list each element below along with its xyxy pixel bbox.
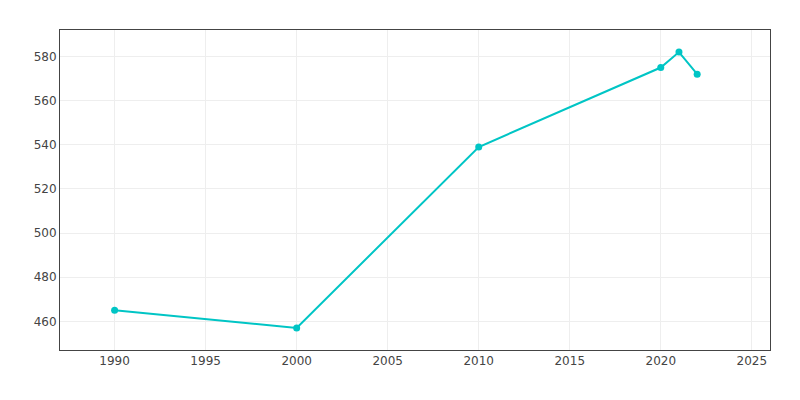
svg-text:520: 520: [34, 182, 57, 196]
svg-text:2020: 2020: [645, 354, 676, 368]
svg-text:1990: 1990: [99, 354, 130, 368]
svg-text:500: 500: [34, 226, 57, 240]
svg-text:2010: 2010: [463, 354, 494, 368]
svg-text:540: 540: [34, 138, 57, 152]
svg-text:2025: 2025: [737, 354, 768, 368]
svg-text:1995: 1995: [190, 354, 221, 368]
svg-text:460: 460: [34, 315, 57, 329]
svg-text:480: 480: [34, 270, 57, 284]
svg-text:580: 580: [34, 50, 57, 64]
svg-text:2000: 2000: [281, 354, 312, 368]
svg-text:2005: 2005: [372, 354, 403, 368]
svg-text:560: 560: [34, 94, 57, 108]
svg-text:2015: 2015: [554, 354, 585, 368]
